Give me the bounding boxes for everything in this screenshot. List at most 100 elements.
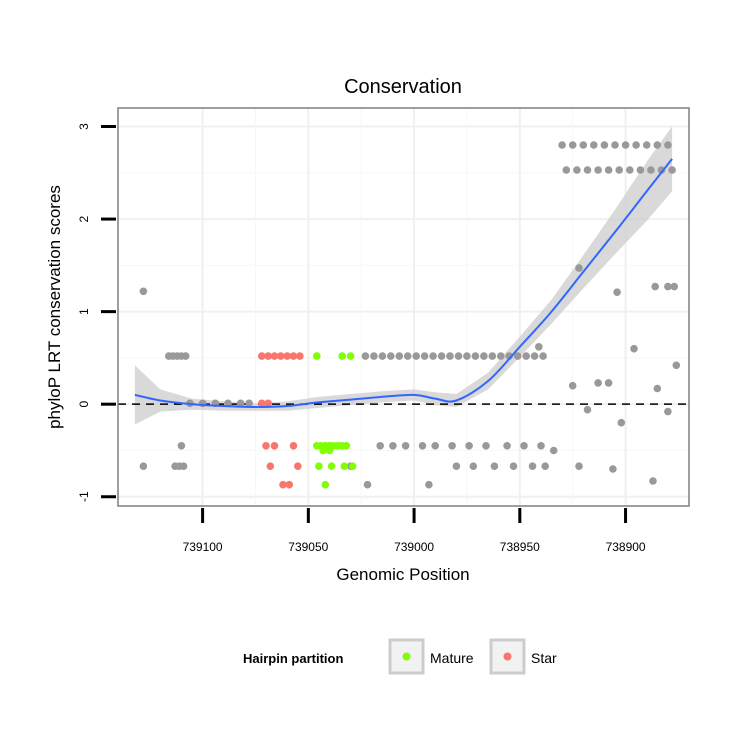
data-point-other bbox=[558, 141, 566, 149]
legend-dot-mature bbox=[402, 652, 411, 661]
data-point-other bbox=[509, 462, 518, 471]
data-point-other bbox=[418, 442, 427, 450]
data-point-other bbox=[537, 442, 545, 450]
data-point-other bbox=[139, 287, 148, 296]
data-point-other bbox=[611, 141, 619, 149]
data-point-other bbox=[653, 384, 662, 393]
data-point-other bbox=[613, 288, 621, 297]
data-point-other bbox=[245, 399, 253, 408]
data-point-other bbox=[672, 361, 681, 370]
data-point-other bbox=[600, 141, 609, 149]
data-point-other bbox=[575, 264, 583, 272]
data-point-other bbox=[653, 141, 662, 149]
y-tick-label: 3 bbox=[77, 123, 91, 130]
data-point-other bbox=[488, 352, 497, 360]
data-point-mature bbox=[340, 462, 349, 471]
data-point-mature bbox=[342, 442, 351, 450]
legend-key-star bbox=[489, 638, 526, 675]
data-point-other bbox=[465, 442, 473, 450]
data-point-mature bbox=[319, 446, 327, 455]
data-point-star bbox=[264, 399, 273, 408]
data-point-star bbox=[294, 462, 302, 471]
data-point-other bbox=[583, 405, 592, 414]
data-point-star bbox=[270, 352, 279, 360]
data-point-other bbox=[657, 166, 666, 174]
x-tick-label: 739000 bbox=[394, 540, 434, 554]
data-point-other bbox=[604, 166, 613, 174]
data-point-other bbox=[452, 462, 461, 471]
data-point-star bbox=[283, 352, 292, 360]
legend-label-star: Star bbox=[531, 650, 557, 666]
data-point-other bbox=[668, 166, 676, 174]
data-point-other bbox=[651, 282, 659, 291]
legend: Hairpin partition Mature Star bbox=[243, 638, 557, 675]
data-point-star bbox=[270, 442, 279, 450]
data-point-other bbox=[670, 282, 678, 291]
data-point-other bbox=[573, 166, 581, 174]
data-point-other bbox=[370, 352, 378, 360]
chart-title: Conservation bbox=[344, 76, 462, 98]
data-point-mature bbox=[325, 446, 334, 455]
data-point-star bbox=[289, 352, 298, 360]
data-point-star bbox=[264, 352, 273, 360]
data-point-other bbox=[522, 352, 530, 360]
data-point-other bbox=[389, 442, 397, 450]
x-tick-label: 739100 bbox=[183, 540, 223, 554]
y-tick-label: -1 bbox=[77, 491, 91, 502]
x-tick-label: 739050 bbox=[288, 540, 328, 554]
data-point-other bbox=[649, 477, 657, 485]
data-point-other bbox=[429, 352, 437, 360]
data-point-mature bbox=[321, 480, 330, 489]
data-point-other bbox=[361, 352, 370, 360]
data-point-other bbox=[594, 166, 602, 174]
data-point-other bbox=[664, 282, 672, 291]
data-point-other bbox=[469, 462, 478, 471]
data-point-other bbox=[568, 381, 577, 390]
data-point-other bbox=[636, 166, 645, 174]
data-point-star bbox=[289, 442, 298, 450]
data-point-other bbox=[642, 141, 651, 149]
data-point-other bbox=[378, 352, 387, 360]
data-point-mature bbox=[313, 352, 321, 360]
plot-panel-border bbox=[117, 107, 690, 507]
data-point-other bbox=[395, 352, 404, 360]
data-point-other bbox=[604, 379, 613, 387]
data-point-star bbox=[285, 480, 294, 489]
data-point-other bbox=[387, 352, 395, 360]
x-tick-label: 738950 bbox=[500, 540, 540, 554]
data-point-mature bbox=[327, 462, 336, 471]
data-point-mature bbox=[346, 352, 355, 360]
data-point-other bbox=[446, 352, 454, 360]
data-point-other bbox=[139, 462, 148, 471]
data-point-other bbox=[403, 352, 412, 360]
legend-label-mature: Mature bbox=[430, 650, 474, 666]
data-point-other bbox=[579, 141, 588, 149]
data-point-star bbox=[296, 352, 304, 360]
data-point-other bbox=[448, 442, 456, 450]
data-point-mature bbox=[315, 462, 323, 471]
data-point-other bbox=[376, 442, 385, 450]
data-point-other bbox=[617, 418, 626, 427]
data-point-other bbox=[513, 352, 522, 360]
smooth-line bbox=[134, 158, 673, 409]
data-point-star bbox=[262, 442, 270, 450]
x-axis-title: Genomic Position bbox=[336, 565, 469, 584]
data-point-other bbox=[503, 442, 511, 450]
data-point-other bbox=[437, 352, 446, 360]
data-point-other bbox=[549, 446, 558, 455]
smooth-line-group bbox=[134, 158, 673, 409]
data-point-other bbox=[471, 352, 480, 360]
x-tick-label: 738900 bbox=[606, 540, 646, 554]
y-tick-label: 1 bbox=[77, 308, 91, 315]
data-point-mature bbox=[338, 352, 347, 360]
data-point-other bbox=[463, 352, 471, 360]
data-point-other bbox=[179, 462, 188, 471]
data-point-other bbox=[615, 166, 623, 174]
legend-key-mature bbox=[388, 638, 425, 675]
data-point-other bbox=[425, 480, 433, 489]
y-axis-title: phyloP LRT conservation scores bbox=[45, 185, 64, 429]
data-point-star bbox=[279, 480, 287, 489]
data-point-other bbox=[482, 442, 490, 450]
